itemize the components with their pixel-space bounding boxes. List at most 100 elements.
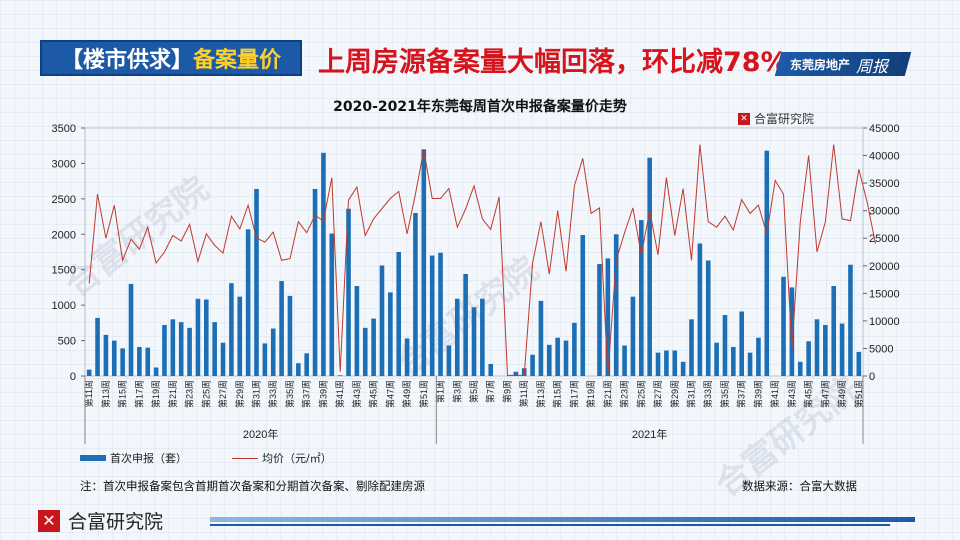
chart-bar xyxy=(480,298,485,376)
chart-bar xyxy=(731,346,736,376)
y-left-tick-label: 0 xyxy=(70,371,76,383)
x-tick-label: 第43周 xyxy=(351,380,362,408)
y-left-tick-label: 3000 xyxy=(52,158,76,170)
chart-bar xyxy=(814,319,820,376)
legend-bar-label: 首次申报（套） xyxy=(110,452,187,465)
brand-logo-icon: ✕ xyxy=(738,112,750,125)
chart-bar xyxy=(254,188,259,376)
x-tick-label: 第33周 xyxy=(702,380,713,408)
x-tick-label: 第49周 xyxy=(836,380,847,408)
x-tick-label: 第19周 xyxy=(585,380,596,408)
chart-bar xyxy=(229,283,234,376)
y-left-tick-label: 500 xyxy=(58,336,76,348)
chart-bar xyxy=(471,307,477,376)
x-tick-label: 第17周 xyxy=(133,380,144,408)
chart-title: 2020-2021年东莞每周首次申报备案量价走势 xyxy=(333,99,627,115)
chart-bar xyxy=(538,300,544,376)
legend-item-line: 均价（元/㎡） xyxy=(232,450,332,466)
y-right-tick-label: 0 xyxy=(869,371,875,383)
chart-bar xyxy=(287,295,293,376)
chart-bar xyxy=(714,342,719,376)
chart-bar xyxy=(697,243,703,376)
x-tick-label: 第25周 xyxy=(635,380,646,408)
chart-bar xyxy=(488,363,494,376)
chart-bar xyxy=(823,324,828,376)
x-tick-label: 第19周 xyxy=(150,380,161,408)
y-left-tick-label: 1000 xyxy=(52,300,76,312)
chart-bar xyxy=(680,361,686,376)
x-tick-label: 第41周 xyxy=(769,380,780,408)
x-tick-label: 第51周 xyxy=(418,380,429,408)
chart-bar xyxy=(705,260,711,376)
chart-bar xyxy=(162,324,167,376)
y-right-tick-label: 10000 xyxy=(869,316,900,328)
chart-bar xyxy=(672,350,678,376)
data-source: 数据来源：合富大数据 xyxy=(742,479,857,493)
x-tick-label: 第3周 xyxy=(451,380,462,403)
x-tick-label: 第27周 xyxy=(217,380,228,408)
chart-bar xyxy=(153,367,159,376)
footer-brand-text: 合富研究院 xyxy=(68,511,164,533)
chart-bar xyxy=(279,281,284,376)
chart-bar xyxy=(446,345,452,376)
x-tick-label: 第37周 xyxy=(736,380,747,408)
x-tick-label: 第39周 xyxy=(317,380,328,408)
chart-bar xyxy=(429,255,435,376)
y-left-tick-label: 2500 xyxy=(52,194,76,206)
x-tick-label: 第37周 xyxy=(301,380,312,408)
chart-bar xyxy=(195,298,201,376)
chart-bar xyxy=(388,292,393,376)
footer-logo-icon: ✕ xyxy=(38,509,60,532)
x-tick-label: 第5周 xyxy=(468,380,479,403)
chart-bar xyxy=(848,264,853,376)
footer-rule-thin xyxy=(210,524,890,526)
section-tag: 【楼市供求】 备案量价 xyxy=(40,40,302,76)
chart-bar xyxy=(806,341,811,376)
legend-bar-swatch xyxy=(80,455,106,461)
x-tick-label: 第49周 xyxy=(401,380,412,408)
chart-bar xyxy=(454,298,460,376)
chart-bar xyxy=(111,340,117,376)
chart-bar xyxy=(546,344,552,376)
y-right-tick-label: 35000 xyxy=(869,178,900,190)
chart-bar xyxy=(346,208,351,376)
x-tick-label: 第15周 xyxy=(117,380,128,408)
x-tick-label: 第1周 xyxy=(435,380,446,403)
x-tick-label: 第15周 xyxy=(552,380,563,408)
x-tick-label: 第43周 xyxy=(786,380,797,408)
chart-bar xyxy=(856,351,862,376)
chart-bar xyxy=(371,318,376,376)
footer-rule xyxy=(210,517,915,522)
chart-bar xyxy=(597,264,602,376)
chart-bar xyxy=(337,375,343,376)
chart-bar xyxy=(756,337,761,376)
x-tick-label: 第31周 xyxy=(250,380,261,408)
chart-bar xyxy=(839,323,845,376)
footnote: 注：首次申报备案包含首期首次备案和分期首次备案、剔除配建房源 xyxy=(80,479,425,493)
y-right-tick-label: 40000 xyxy=(869,151,900,163)
x-tick-label: 第25周 xyxy=(200,380,211,408)
x-tick-label: 第21周 xyxy=(167,380,178,408)
chart-bar xyxy=(245,229,251,376)
y-right-tick-label: 20000 xyxy=(869,261,900,273)
legend-item-bars: 首次申报（套） xyxy=(80,450,187,466)
chart-bar xyxy=(789,287,795,376)
section-tag-category: 【楼市供求】 xyxy=(60,48,193,73)
chart-bar xyxy=(237,296,243,376)
chart-bar xyxy=(781,276,786,376)
x-tick-label: 第33周 xyxy=(267,380,278,408)
report-badge-script: 周报 xyxy=(856,57,889,76)
chart-bar xyxy=(605,258,611,376)
section-tag-topic: 备案量价 xyxy=(193,48,282,73)
chart-legend: 首次申报（套） 均价（元/㎡） xyxy=(80,450,480,466)
x-tick-label: 第23周 xyxy=(184,380,195,408)
chart-bar xyxy=(831,286,837,376)
chart-bar xyxy=(137,346,142,376)
chart-bar xyxy=(613,234,619,376)
chart-bar xyxy=(421,149,427,376)
y-right-tick-label: 5000 xyxy=(869,343,893,355)
x-tick-label: 第45周 xyxy=(368,380,379,408)
x-tick-label: 第11周 xyxy=(83,380,94,407)
chart-bar xyxy=(304,353,309,376)
chart-bar xyxy=(145,347,151,376)
